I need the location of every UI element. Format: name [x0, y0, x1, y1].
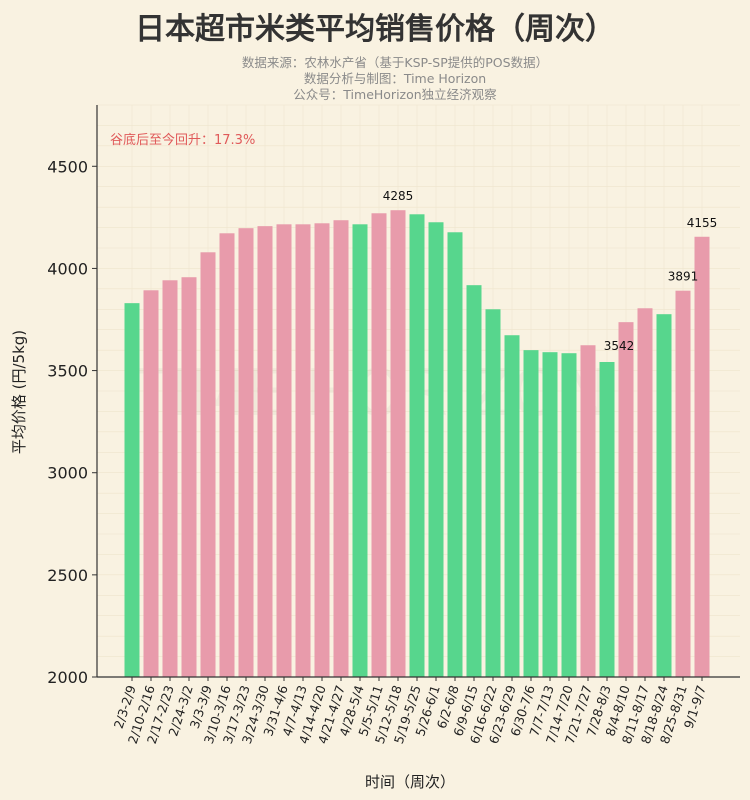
data-label: 4155: [687, 216, 718, 230]
bar: [485, 309, 501, 677]
bar: [466, 285, 482, 677]
chart-subtitle-author: 数据分析与制图：Time Horizon: [303, 71, 487, 86]
chart-subtitle-account: 公众号：TimeHorizon独立经济观察: [293, 87, 497, 102]
bar: [238, 228, 254, 678]
bar: [162, 280, 178, 677]
bar: [314, 223, 330, 677]
annotation: 谷底后至今回升：17.3%: [110, 132, 255, 148]
y-tick-label: 2000: [47, 668, 88, 687]
bar: [504, 335, 520, 677]
bar: [542, 352, 558, 677]
bar: [561, 353, 577, 677]
bar: [694, 236, 710, 677]
chart-title: 日本超市米类平均销售价格（周次）: [135, 12, 615, 47]
chart-subtitle-source: 数据来源：农林水产省（基于KSP-SP提供的POS数据）: [241, 55, 549, 70]
bar: [523, 350, 539, 677]
x-axis-label: 时间（周次）: [365, 773, 455, 791]
bar: [371, 213, 387, 677]
bar: [219, 233, 235, 677]
bar: [447, 232, 463, 677]
data-label: 3891: [668, 270, 699, 284]
bar: [428, 222, 444, 677]
bar: [257, 226, 273, 678]
y-axis-label: 平均价格 (円/5kg): [10, 330, 28, 454]
bar: [295, 224, 311, 677]
bar: [181, 277, 197, 677]
bar: [580, 345, 596, 677]
data-label: 3542: [604, 339, 635, 353]
y-tick-label: 4000: [47, 259, 88, 278]
y-tick-label: 2500: [47, 566, 88, 585]
bar: [333, 220, 349, 677]
bar: [276, 224, 292, 677]
y-tick-label: 3500: [47, 362, 88, 381]
y-tick-label: 3000: [47, 464, 88, 483]
y-tick-label: 4500: [47, 157, 88, 176]
bar: [656, 314, 672, 677]
bar: [143, 290, 159, 677]
bar: [637, 308, 653, 677]
bar: [618, 322, 634, 677]
data-label: 4285: [383, 189, 414, 203]
bar: [599, 361, 615, 677]
bar: [200, 252, 216, 678]
bar: [409, 214, 425, 678]
bar: [675, 290, 691, 677]
bar: [352, 224, 368, 677]
bar: [390, 210, 406, 677]
bar: [124, 303, 140, 677]
